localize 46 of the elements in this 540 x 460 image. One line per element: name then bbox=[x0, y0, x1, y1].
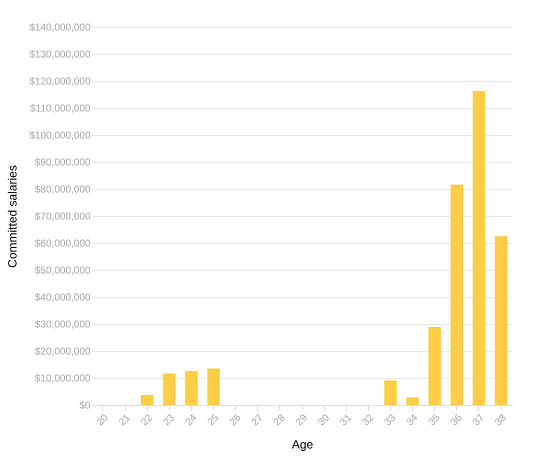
bar bbox=[207, 368, 220, 405]
x-tick-label: 33 bbox=[382, 412, 399, 428]
y-tick-label: $130,000,000 bbox=[29, 50, 91, 60]
y-tick-label: $40,000,000 bbox=[34, 292, 91, 304]
y-tick-label: $10,000,000 bbox=[34, 374, 91, 384]
y-tick-label: $0 bbox=[79, 400, 91, 412]
y-tick-label: $110,000,000 bbox=[30, 104, 91, 114]
y-tick-label: $70,000,000 bbox=[34, 212, 91, 222]
x-tick-label: 29 bbox=[294, 412, 310, 428]
x-tick-label: 20 bbox=[95, 412, 112, 428]
x-tick-label: 37 bbox=[471, 412, 488, 428]
y-tick-label: $90,000,000 bbox=[34, 158, 91, 168]
x-tick-label: 38 bbox=[493, 412, 510, 428]
bar bbox=[450, 184, 464, 405]
bar bbox=[185, 370, 198, 405]
x-tick-label: 30 bbox=[316, 412, 332, 428]
bar bbox=[494, 236, 508, 405]
x-tick-label: 28 bbox=[272, 412, 288, 428]
bar bbox=[163, 374, 176, 405]
y-tick-label: $20,000,000 bbox=[34, 346, 91, 358]
bar bbox=[428, 326, 441, 405]
x-tick-label: 25 bbox=[206, 412, 222, 428]
bar bbox=[384, 380, 397, 405]
x-tick-label: 21 bbox=[117, 412, 134, 428]
y-tick-label: $30,000,000 bbox=[34, 320, 91, 330]
bar bbox=[406, 397, 419, 405]
x-tick-label: 26 bbox=[228, 412, 244, 428]
y-tick-label: $100,000,000 bbox=[29, 130, 91, 142]
y-tick-label: $80,000,000 bbox=[34, 184, 91, 196]
x-tick-label: 27 bbox=[250, 412, 266, 428]
x-tick-label: 23 bbox=[161, 412, 178, 428]
y-tick-label: $60,000,000 bbox=[34, 238, 91, 250]
x-tick-label: 36 bbox=[448, 412, 465, 428]
x-tick-label: 34 bbox=[404, 412, 421, 428]
y-tick-label: $50,000,000 bbox=[34, 266, 91, 276]
bar bbox=[472, 90, 486, 405]
x-tick-label: 31 bbox=[338, 412, 354, 428]
y-tick-label: $140,000,000 bbox=[29, 22, 91, 34]
x-tick-label: 24 bbox=[184, 412, 200, 428]
y-axis-title: Committed salaries bbox=[5, 165, 20, 268]
x-tick-label: 22 bbox=[139, 412, 156, 428]
x-axis-title: Age bbox=[292, 437, 314, 452]
x-tick-label: 32 bbox=[360, 412, 376, 428]
y-tick-label: $120,000,000 bbox=[29, 76, 91, 88]
x-tick-label: 35 bbox=[426, 412, 443, 428]
bar bbox=[140, 395, 154, 405]
